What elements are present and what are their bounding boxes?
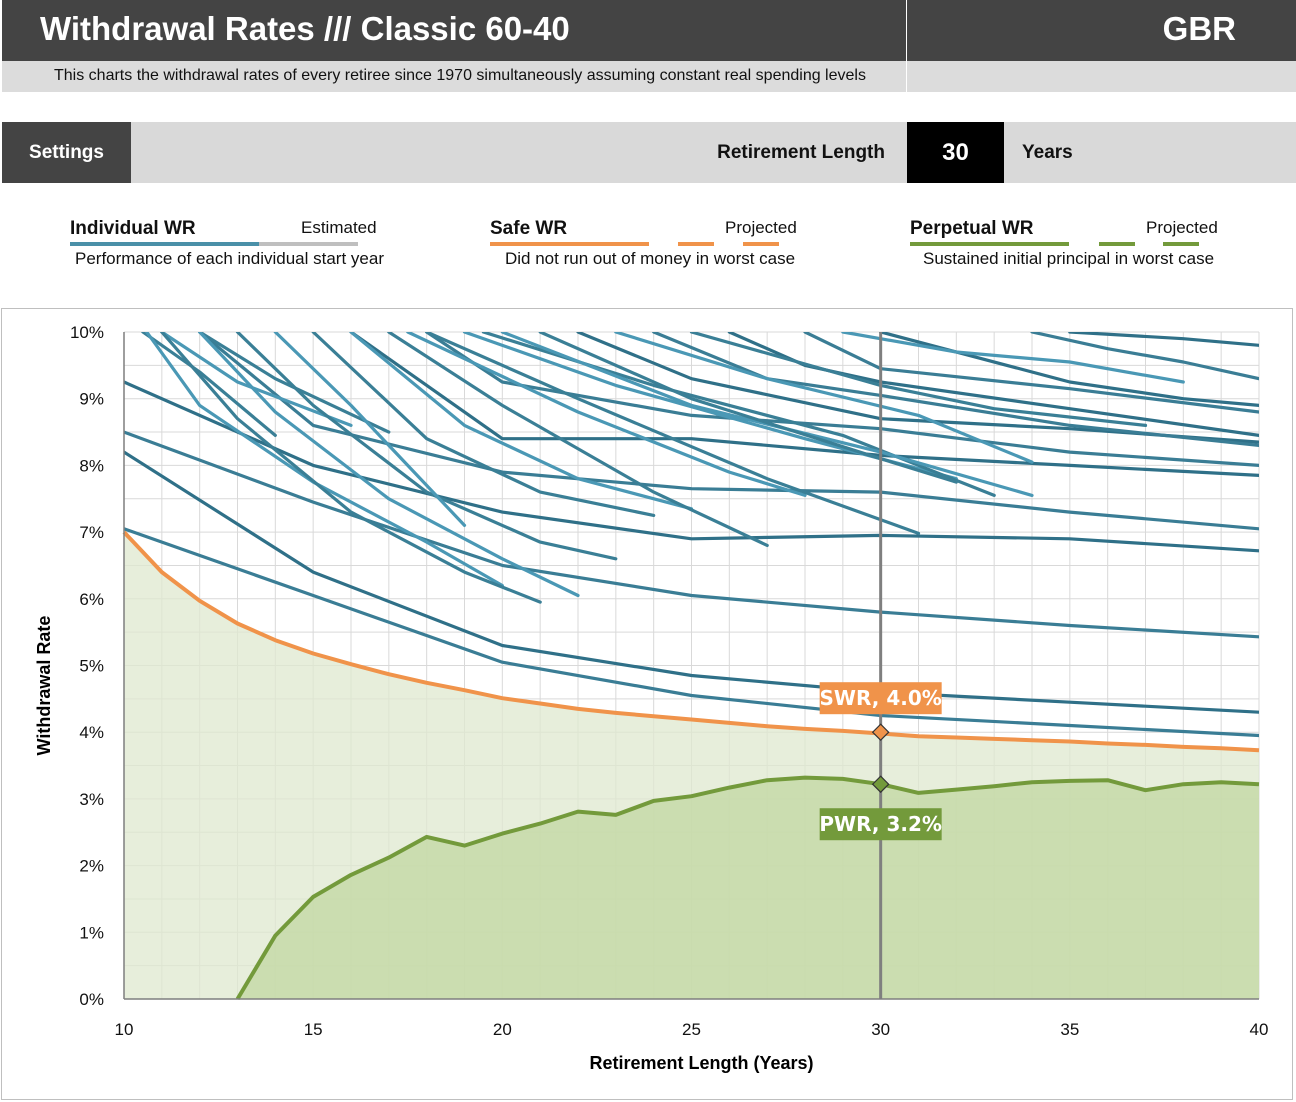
page-subtitle: This charts the withdrawal rates of ever… <box>54 67 866 84</box>
individual-wr-line <box>311 332 656 517</box>
y-tick-label: 0% <box>79 990 104 1009</box>
individual-wr-line <box>387 332 769 547</box>
individual-wr-line <box>879 332 1259 408</box>
country-code: GBR <box>1162 10 1236 47</box>
individual-wr-line <box>689 332 1148 428</box>
individual-wr-line <box>349 332 694 511</box>
y-tick-label: 1% <box>79 923 104 942</box>
individual-wr-line <box>124 450 1259 714</box>
legend-individual-line <box>70 242 259 246</box>
y-axis-title: Withdrawal Rate <box>34 616 54 756</box>
legend-safe-dash-2 <box>743 242 779 246</box>
individual-wr-line <box>803 332 1259 414</box>
individual-wr-line <box>425 332 921 535</box>
individual-wr-line <box>349 332 1259 477</box>
individual-wr-line <box>198 332 391 434</box>
legend-perpetual-desc: Sustained initial principal in worst cas… <box>923 249 1215 268</box>
settings-button[interactable]: Settings <box>2 122 131 183</box>
legend-perpetual-projected: Projected <box>1146 218 1218 237</box>
annotation-box <box>819 808 942 841</box>
retirement-length-label: Retirement Length <box>717 142 885 163</box>
y-tick-label: 10% <box>70 323 104 342</box>
retirement-length-unit: Years <box>1022 142 1073 163</box>
x-tick-label: 35 <box>1060 1020 1079 1039</box>
individual-wr-line <box>235 332 618 561</box>
y-tick-label: 9% <box>79 390 104 409</box>
legend-individual-estimated-line <box>259 242 358 246</box>
individual-wr-line <box>1030 332 1259 381</box>
individual-wr-line <box>841 332 1185 384</box>
settings-bar: Settings Retirement Length 30 Years <box>2 122 1296 183</box>
individual-wr-line <box>198 332 1259 531</box>
individual-wr-line <box>141 332 277 438</box>
individual-wr-line <box>406 332 807 497</box>
perpetual-series <box>235 775 1260 1001</box>
individual-wr-line <box>1068 332 1259 347</box>
individual-wr-line <box>198 332 580 598</box>
y-tick-label: 2% <box>79 857 104 876</box>
header-divider <box>906 0 907 92</box>
title-bar: Withdrawal Rates /// Classic 60-40 GBR <box>2 0 1296 61</box>
annotation-label: SWR, 4.0% <box>820 686 942 710</box>
perpetual-area <box>237 777 1259 999</box>
x-axis-title: Retirement Length (Years) <box>589 1053 813 1073</box>
individual-wr-line <box>538 332 958 484</box>
y-tick-label: 3% <box>79 790 104 809</box>
legend-safe-projected: Projected <box>725 218 797 237</box>
subtitle-bar: This charts the withdrawal rates of ever… <box>2 61 1296 92</box>
retirement-length-input[interactable]: 30 <box>907 122 1004 183</box>
individual-wr-line <box>124 430 1259 639</box>
individual-wr-line <box>160 332 353 428</box>
y-tick-label: 6% <box>79 590 104 609</box>
legend-individual-estimated: Estimated <box>301 218 377 237</box>
individual-wr-line <box>124 527 1259 738</box>
x-tick-label: 10 <box>115 1020 134 1039</box>
legend-perpetual-dash-2 <box>1163 242 1199 246</box>
y-tick-label: 8% <box>79 456 104 475</box>
annotation-label: PWR, 3.2% <box>819 812 942 836</box>
legend-safe-line <box>490 242 649 246</box>
x-tick-label: 25 <box>682 1020 701 1039</box>
legend-perpetual-dash-1 <box>1099 242 1135 246</box>
y-tick-label: 5% <box>79 657 104 676</box>
individual-wr-line <box>273 332 467 527</box>
x-tick-label: 20 <box>493 1020 512 1039</box>
annotation-marker <box>871 723 890 742</box>
axes: 0% 1% 2% 3% 4% 5% 6% 7% 8% 9% 10% 10 15 20 25 30 35 40 Ret… <box>34 323 1268 1073</box>
legend-safe-title: Safe WR <box>490 218 568 239</box>
individual-wr-line <box>160 332 542 604</box>
individual-series <box>124 332 1259 738</box>
x-tick-label: 15 <box>304 1020 323 1039</box>
annotation-marker <box>871 775 890 794</box>
x-tick-label: 40 <box>1250 1020 1269 1039</box>
annotations: SWR, 4.0% PWR, 3.2% <box>819 682 942 841</box>
x-tick-label: 30 <box>871 1020 890 1039</box>
page-title: Withdrawal Rates /// Classic 60-40 <box>40 10 570 47</box>
legend-perpetual-line <box>910 242 1069 246</box>
annotation-box <box>819 682 942 715</box>
individual-wr-line <box>614 332 1034 464</box>
chart-frame: 0% 1% 2% 3% 4% 5% 6% 7% 8% 9% 10% 10 15 20 25 30 35 40 Ret… <box>1 308 1293 1100</box>
legend-individual-title: Individual WR <box>70 218 196 239</box>
legend-individual-desc: Performance of each individual start yea… <box>75 249 384 268</box>
legend-perpetual-title: Perpetual WR <box>910 218 1034 239</box>
y-tick-label: 4% <box>79 723 104 742</box>
perpetual-wr-line <box>235 775 1260 1001</box>
individual-wr-line <box>124 380 1259 553</box>
areas <box>124 532 1259 999</box>
y-tick-label: 7% <box>79 523 104 542</box>
withdrawal-rate-chart: 0% 1% 2% 3% 4% 5% 6% 7% 8% 9% 10% 10 15 20 25 30 35 40 Ret… <box>34 323 1268 1073</box>
legend-safe-dash-1 <box>678 242 714 246</box>
safe-wr-line <box>122 530 1260 753</box>
legend-safe-desc: Did not run out of money in worst case <box>505 249 796 268</box>
safe-series <box>122 530 1260 753</box>
